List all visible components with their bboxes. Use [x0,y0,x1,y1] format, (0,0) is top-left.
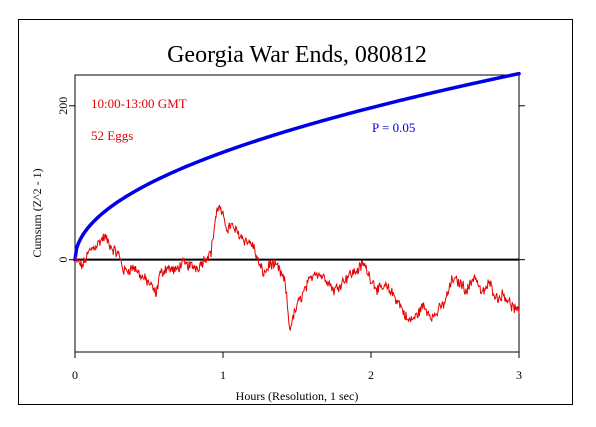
x-tick-label: 1 [220,368,226,382]
cumsum-line [74,204,520,331]
plot-area [74,74,520,353]
annotation-time-window: 10:00-13:00 GMT [91,96,187,111]
x-axis-label: Hours (Resolution, 1 sec) [236,389,359,403]
annotation-probability: P = 0.05 [372,120,415,135]
x-tick-label: 3 [516,368,522,382]
y-tick-label: 0 [56,257,70,263]
probability-envelope-line [73,71,521,262]
y-tick-label: 200 [56,97,70,115]
x-tick-label: 2 [368,368,374,382]
chart-title: Georgia War Ends, 080812 [167,42,427,68]
x-tick-label: 0 [72,368,78,382]
annotation-eggs: 52 Eggs [91,128,133,143]
y-axis-label: Cumsum (Z^2 - 1) [30,168,44,257]
axis-ticks: 0 1 2 3 0 200 [56,97,525,382]
